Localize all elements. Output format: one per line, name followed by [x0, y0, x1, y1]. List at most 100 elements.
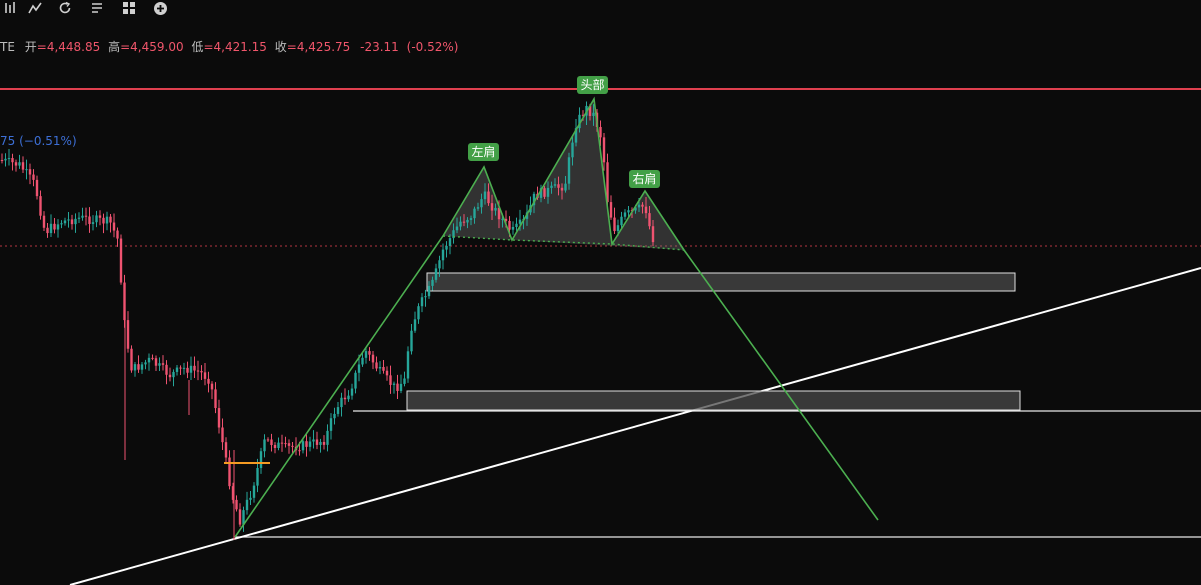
candle-body [56, 224, 60, 230]
refresh-icon[interactable] [57, 0, 73, 16]
candle-body [151, 357, 154, 359]
candle-body [452, 230, 455, 239]
head-shoulders-fill [443, 99, 684, 250]
candle-body [35, 179, 39, 197]
candle-body [207, 378, 210, 384]
ohlc-legend: TE 开=4,448.85 高=4,459.00 低=4,421.15 收=4,… [0, 38, 458, 55]
candle-body [427, 285, 431, 297]
candle-body [42, 215, 46, 228]
candle-body [364, 351, 368, 358]
candle-body [588, 105, 592, 116]
svg-text:右肩: 右肩 [632, 171, 656, 186]
rising-trendline[interactable] [69, 267, 1201, 585]
left-shoulder-label[interactable]: 左肩 [468, 143, 499, 161]
candle-body [168, 374, 172, 378]
candle-body [403, 378, 406, 384]
candle-body [263, 439, 266, 452]
candle-body [455, 226, 459, 231]
candle-body [252, 485, 256, 498]
candle-body [116, 230, 119, 239]
candle-body [333, 413, 336, 419]
candle-body [291, 445, 294, 447]
layouts-grid-icon[interactable] [121, 0, 137, 16]
candle-body [616, 225, 620, 232]
candle-body [361, 357, 364, 365]
candle-body [518, 219, 522, 224]
candle-body [210, 383, 214, 390]
candle-body [627, 210, 630, 213]
candle-body [200, 371, 203, 373]
candle-body [515, 223, 518, 227]
templates-icon[interactable] [89, 0, 105, 16]
candle-body [305, 441, 308, 447]
candle-body [105, 216, 109, 224]
candle-body [144, 362, 147, 365]
candle-body [637, 204, 641, 208]
indicator-readout: 75 (−0.51%) [0, 134, 77, 148]
open-value: =4,448.85 [36, 40, 101, 54]
candle-body [434, 268, 438, 280]
candle-body [424, 296, 427, 298]
candle-body [249, 497, 252, 500]
close-label: 收 [274, 40, 287, 54]
candle-body [606, 162, 609, 203]
candle-body [28, 169, 32, 175]
low-label: 低 [191, 40, 204, 54]
line-chart-icon[interactable] [27, 0, 43, 16]
candle-body [280, 442, 284, 444]
candle-body [564, 183, 567, 191]
candle-body [74, 218, 77, 225]
candle-body [221, 427, 224, 443]
change-value: -23.11 [360, 40, 399, 54]
candle-body [340, 397, 343, 408]
candle-body [270, 439, 273, 446]
candle-body [88, 216, 91, 224]
candle-body [11, 158, 14, 163]
candle-body [410, 330, 413, 352]
svg-text:左肩: 左肩 [471, 144, 495, 159]
candle-body [511, 226, 515, 230]
add-plus-icon[interactable] [152, 0, 168, 16]
candle-body [623, 212, 627, 217]
candle-body [98, 215, 102, 218]
neckline[interactable] [442, 235, 685, 251]
candle-body [189, 365, 193, 373]
candle-body [7, 158, 11, 160]
candle-body [550, 185, 553, 188]
zone-rectangle-lower[interactable] [406, 390, 1021, 411]
candle-body [308, 441, 312, 447]
low-value: =4,421.15 [203, 40, 267, 54]
candle-body [193, 365, 196, 371]
candle-body [347, 395, 350, 400]
candle-body [469, 218, 473, 220]
candle-body [14, 162, 18, 166]
head-shoulders-path[interactable] [234, 96, 879, 538]
candle-body [445, 245, 448, 250]
zone-rectangle-upper[interactable] [426, 272, 1016, 292]
candle-body [354, 372, 357, 389]
candle-body [256, 468, 259, 486]
indicators-chart-icon[interactable] [3, 0, 19, 16]
right-shoulder-label[interactable]: 右肩 [629, 170, 660, 188]
candle-body [133, 364, 137, 371]
candle-body [396, 383, 399, 391]
candle-body [389, 375, 392, 385]
candle-body [476, 207, 480, 209]
candle-body [571, 142, 574, 158]
candle-body [277, 442, 280, 449]
candle-body [504, 218, 508, 221]
candle-body [322, 441, 326, 445]
candle-body [179, 367, 182, 369]
candle-body [287, 443, 291, 446]
candle-body [32, 174, 35, 180]
candle-body [172, 371, 175, 378]
head-label[interactable]: 头部 [577, 76, 608, 94]
candle-body [67, 219, 70, 221]
candle-body [109, 216, 112, 223]
candle-body [494, 207, 497, 211]
candle-body [112, 222, 116, 231]
candle-body [273, 445, 277, 449]
candle-body [186, 367, 189, 373]
candle-body [462, 221, 466, 223]
